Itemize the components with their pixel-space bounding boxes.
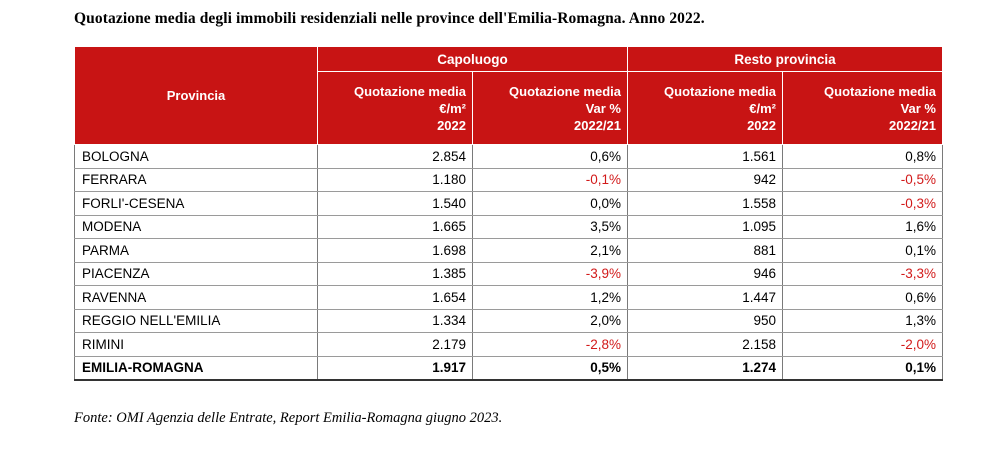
- table-row: RAVENNA 1.654 1,2% 1.447 0,6%: [74, 285, 943, 310]
- cap-var-cell: 3,5%: [472, 214, 628, 239]
- cap-var-cell: 2,1%: [472, 238, 628, 263]
- cap-price-cell: 1.665: [317, 214, 473, 239]
- source-note: Fonte: OMI Agenzia delle Entrate, Report…: [74, 410, 503, 426]
- province-name-cell: EMILIA-ROMAGNA: [74, 355, 318, 381]
- rest-var-cell: 0,8%: [782, 144, 943, 169]
- cap-price-cell: 1.540: [317, 191, 473, 216]
- rest-price-cell: 1.274: [627, 355, 783, 381]
- table-body: BOLOGNA 2.854 0,6% 1.561 0,8% FERRARA 1.180 -0,…: [74, 144, 943, 381]
- table-row: PIACENZA 1.385 -3,9% 946 -3,3%: [74, 261, 943, 286]
- table-row: MODENA 1.665 3,5% 1.095 1,6%: [74, 214, 943, 239]
- province-name-cell: PARMA: [74, 238, 318, 263]
- rest-var-cell: -2,0%: [782, 332, 943, 357]
- rest-price-cell: 1.095: [627, 214, 783, 239]
- rest-var-cell: 0,1%: [782, 238, 943, 263]
- capoluogo-header: Capoluogo: [317, 46, 628, 72]
- cap-price-cell: 2.854: [317, 144, 473, 169]
- cap-price-cell: 1.180: [317, 167, 473, 192]
- province-name-cell: REGGIO NELL'EMILIA: [74, 308, 318, 333]
- province-name-cell: RIMINI: [74, 332, 318, 357]
- cap-price-cell: 1.917: [317, 355, 473, 381]
- rest-var-cell: 1,6%: [782, 214, 943, 239]
- rest-var-cell: -3,3%: [782, 261, 943, 286]
- cap-var-cell: 2,0%: [472, 308, 628, 333]
- cap-price-cell: 1.334: [317, 308, 473, 333]
- cap-price-cell: 2.179: [317, 332, 473, 357]
- table-row: BOLOGNA 2.854 0,6% 1.561 0,8%: [74, 144, 943, 169]
- rest-price-cell: 942: [627, 167, 783, 192]
- rest-price-cell: 881: [627, 238, 783, 263]
- rest-price-cell: 950: [627, 308, 783, 333]
- rest-var-cell: 0,1%: [782, 355, 943, 381]
- cap-var-header: Quotazione media Var % 2022/21: [472, 71, 628, 145]
- quotation-table: Provincia Capoluogo Resto provincia Quot…: [74, 46, 943, 381]
- rest-price-cell: 1.447: [627, 285, 783, 310]
- province-name-cell: FORLI'-CESENA: [74, 191, 318, 216]
- rest-price-cell: 1.561: [627, 144, 783, 169]
- cap-var-cell: 0,0%: [472, 191, 628, 216]
- cap-price-cell: 1.385: [317, 261, 473, 286]
- cap-var-cell: -0,1%: [472, 167, 628, 192]
- cap-var-cell: -2,8%: [472, 332, 628, 357]
- rest-price-cell: 946: [627, 261, 783, 286]
- quotation-table-container: Provincia Capoluogo Resto provincia Quot…: [74, 46, 943, 381]
- rest-var-cell: -0,5%: [782, 167, 943, 192]
- cap-price-header: Quotazione media €/m² 2022: [317, 71, 473, 145]
- table-row: FORLI'-CESENA 1.540 0,0% 1.558 -0,3%: [74, 191, 943, 216]
- table-row: FERRARA 1.180 -0,1% 942 -0,5%: [74, 167, 943, 192]
- table-row: PARMA 1.698 2,1% 881 0,1%: [74, 238, 943, 263]
- cap-var-cell: 1,2%: [472, 285, 628, 310]
- rest-price-header: Quotazione media €/m² 2022: [627, 71, 783, 145]
- table-row: REGGIO NELL'EMILIA 1.334 2,0% 950 1,3%: [74, 308, 943, 333]
- province-name-cell: BOLOGNA: [74, 144, 318, 169]
- rest-price-cell: 2.158: [627, 332, 783, 357]
- rest-var-cell: 1,3%: [782, 308, 943, 333]
- cap-price-cell: 1.654: [317, 285, 473, 310]
- province-name-cell: MODENA: [74, 214, 318, 239]
- resto-provincia-header: Resto provincia: [627, 46, 943, 72]
- province-name-cell: FERRARA: [74, 167, 318, 192]
- cap-price-cell: 1.698: [317, 238, 473, 263]
- rest-var-header: Quotazione media Var % 2022/21: [782, 71, 943, 145]
- province-header: Provincia: [74, 46, 318, 145]
- cap-var-cell: 0,5%: [472, 355, 628, 381]
- province-name-cell: RAVENNA: [74, 285, 318, 310]
- total-row: EMILIA-ROMAGNA 1.917 0,5% 1.274 0,1%: [74, 355, 943, 381]
- province-name-cell: PIACENZA: [74, 261, 318, 286]
- rest-var-cell: 0,6%: [782, 285, 943, 310]
- table-title: Quotazione media degli immobili residenz…: [74, 10, 705, 27]
- rest-var-cell: -0,3%: [782, 191, 943, 216]
- cap-var-cell: 0,6%: [472, 144, 628, 169]
- cap-var-cell: -3,9%: [472, 261, 628, 286]
- table-row: RIMINI 2.179 -2,8% 2.158 -2,0%: [74, 332, 943, 357]
- rest-price-cell: 1.558: [627, 191, 783, 216]
